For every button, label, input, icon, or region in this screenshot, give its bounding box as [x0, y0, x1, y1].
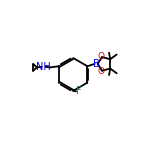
Text: O: O — [98, 67, 105, 76]
Text: NH: NH — [36, 62, 51, 72]
Text: B: B — [93, 59, 100, 69]
Text: F: F — [76, 86, 81, 96]
Text: O: O — [98, 52, 105, 61]
